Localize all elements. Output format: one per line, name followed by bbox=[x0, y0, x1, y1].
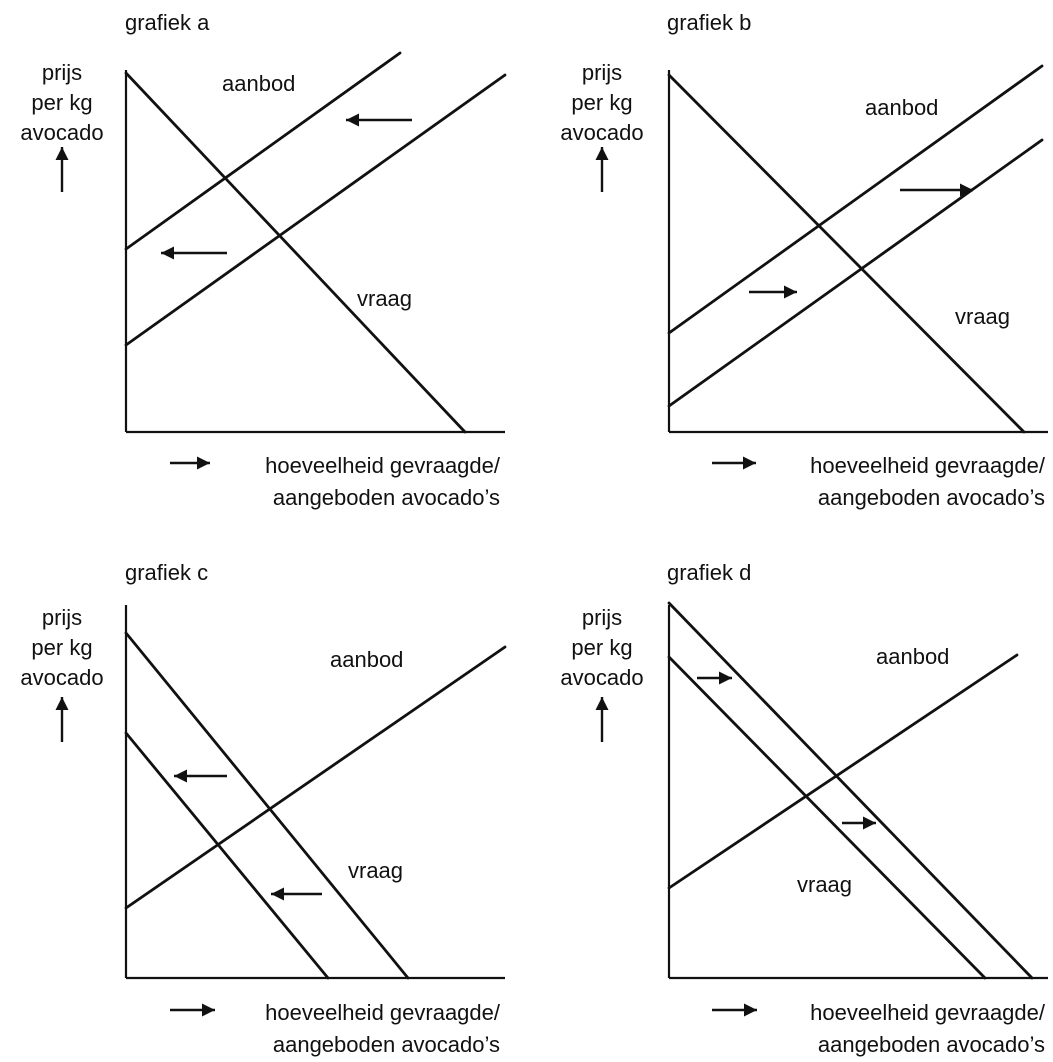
x-axis-label-arrow-b-head bbox=[743, 456, 756, 470]
shift-arrow-a-2 bbox=[161, 246, 227, 260]
x-axis-label-arrow-a-head bbox=[197, 456, 210, 470]
y-axis-label-line-1: prijs bbox=[42, 60, 82, 85]
supply-curve-a-1 bbox=[124, 51, 402, 251]
panel-title-a: grafiek a bbox=[125, 10, 210, 35]
shift-arrow-c-1-head bbox=[174, 769, 187, 783]
shift-arrow-b-2 bbox=[749, 285, 797, 299]
shift-arrow-d-1-head bbox=[719, 671, 732, 685]
y-axis-label-arrow-a-head bbox=[55, 147, 69, 160]
x-axis-label-line-2: aangeboden avocado’s bbox=[273, 485, 500, 510]
supply-label-c: aanbod bbox=[330, 647, 403, 672]
panel-title-c: grafiek c bbox=[125, 560, 208, 585]
y-axis-label-line-2: per kg bbox=[571, 635, 632, 660]
y-axis-label-line-1: prijs bbox=[582, 605, 622, 630]
x-axis-label-arrow-c-head bbox=[202, 1003, 215, 1017]
y-axis-label-line-1: prijs bbox=[582, 60, 622, 85]
y-axis-label-line-3: avocado bbox=[20, 665, 103, 690]
y-axis-label-arrow-c bbox=[55, 697, 69, 742]
y-axis-label-arrow-b-head bbox=[595, 147, 609, 160]
y-axis-label-arrow-c-head bbox=[55, 697, 69, 710]
x-axis-label-arrow-d-head bbox=[744, 1003, 757, 1017]
panel-c: grafiek c prijs per kg avocado hoeveelheid g… bbox=[20, 560, 507, 1057]
supply-curve-b-2 bbox=[667, 138, 1044, 408]
demand-curve-c-2 bbox=[124, 731, 330, 980]
x-axis-label-line-1: hoeveelheid gevraagde/ bbox=[810, 453, 1046, 478]
panel-a: grafiek a prijs per kg avocado hoeveelheid g… bbox=[20, 10, 507, 510]
y-axis-label-arrow-a bbox=[55, 147, 69, 192]
shift-arrow-c-1 bbox=[174, 769, 227, 783]
shift-arrow-d-2-head bbox=[863, 816, 876, 830]
x-axis-label-arrow-a bbox=[170, 456, 210, 470]
y-axis-label-arrow-d-head bbox=[595, 697, 609, 710]
demand-label-d: vraag bbox=[797, 872, 852, 897]
shift-arrow-a-2-head bbox=[161, 246, 174, 260]
demand-label-b: vraag bbox=[955, 304, 1010, 329]
shift-arrow-a-1-head bbox=[346, 113, 359, 127]
x-axis-label-line-1: hoeveelheid gevraagde/ bbox=[265, 453, 501, 478]
x-axis-label-line-2: aangeboden avocado’s bbox=[818, 485, 1045, 510]
x-axis-label-arrow-b bbox=[712, 456, 756, 470]
demand-curve-d-2 bbox=[667, 655, 987, 980]
shift-arrow-b-2-head bbox=[784, 285, 797, 299]
x-axis-label-line-2: aangeboden avocado’s bbox=[818, 1032, 1045, 1057]
y-axis-label-line-2: per kg bbox=[571, 90, 632, 115]
shift-arrow-d-1 bbox=[697, 671, 732, 685]
panel-title-d: grafiek d bbox=[667, 560, 751, 585]
shift-arrow-b-1 bbox=[900, 183, 973, 197]
y-axis-label-arrow-d bbox=[595, 697, 609, 742]
supply-curve-c-1 bbox=[124, 645, 507, 910]
x-axis-label-arrow-d bbox=[712, 1003, 757, 1017]
supply-label-d: aanbod bbox=[876, 644, 949, 669]
y-axis-label-line-3: avocado bbox=[560, 665, 643, 690]
supply-curve-a-2 bbox=[124, 73, 507, 347]
supply-curve-b-1 bbox=[667, 64, 1044, 335]
y-axis-label-line-3: avocado bbox=[20, 120, 103, 145]
demand-label-c: vraag bbox=[348, 858, 403, 883]
demand-label-a: vraag bbox=[357, 286, 412, 311]
panel-b: grafiek b prijs per kg avocado hoeveelheid g… bbox=[560, 10, 1048, 510]
x-axis-label-line-2: aangeboden avocado’s bbox=[273, 1032, 500, 1057]
shift-arrow-b-1-head bbox=[960, 183, 973, 197]
y-axis-label-line-3: avocado bbox=[560, 120, 643, 145]
panel-d: grafiek d prijs per kg avocado hoeveelheid g… bbox=[560, 560, 1048, 1057]
y-axis-label-line-2: per kg bbox=[31, 90, 92, 115]
y-axis-label-line-2: per kg bbox=[31, 635, 92, 660]
x-axis-label-arrow-c bbox=[170, 1003, 215, 1017]
demand-curve-b-1 bbox=[667, 73, 1026, 434]
demand-curve-d-1 bbox=[667, 601, 1034, 980]
supply-label-b: aanbod bbox=[865, 95, 938, 120]
shift-arrow-c-2 bbox=[271, 887, 322, 901]
x-axis-label-line-1: hoeveelheid gevraagde/ bbox=[265, 1000, 501, 1025]
demand-curve-c-1 bbox=[124, 631, 410, 980]
demand-curve-a-1 bbox=[124, 71, 467, 434]
supply-label-a: aanbod bbox=[222, 71, 295, 96]
y-axis-label-line-1: prijs bbox=[42, 605, 82, 630]
supply-curve-d-1 bbox=[667, 653, 1019, 890]
shift-arrow-c-2-head bbox=[271, 887, 284, 901]
shift-arrow-a-1 bbox=[346, 113, 412, 127]
x-axis-label-line-1: hoeveelheid gevraagde/ bbox=[810, 1000, 1046, 1025]
y-axis-label-arrow-b bbox=[595, 147, 609, 192]
shift-arrow-d-2 bbox=[842, 816, 876, 830]
panel-title-b: grafiek b bbox=[667, 10, 751, 35]
